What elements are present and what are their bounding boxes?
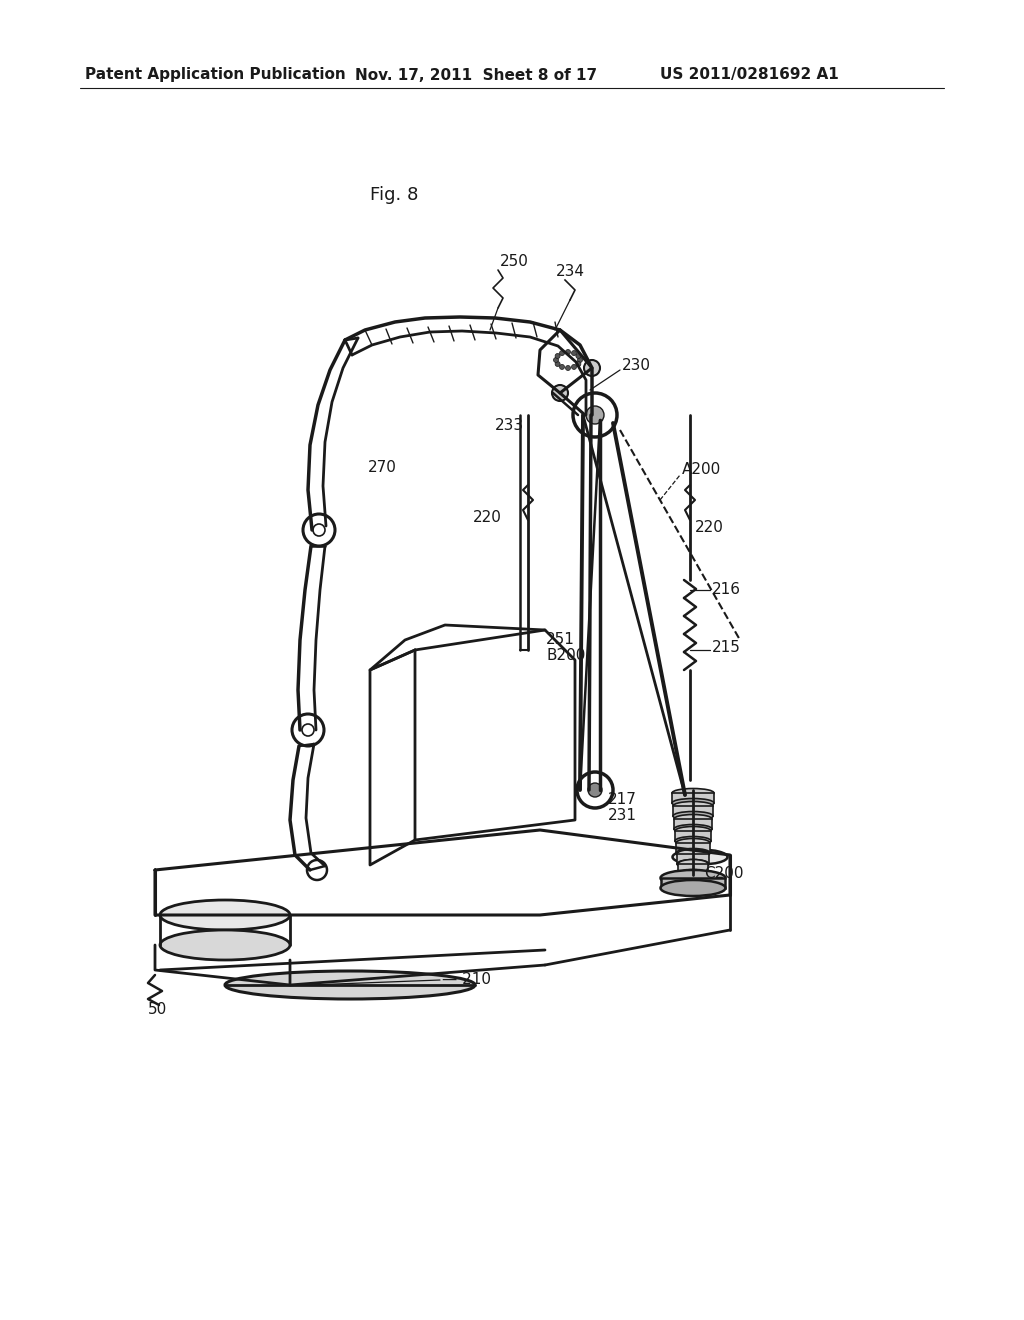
- Text: C200: C200: [705, 866, 743, 880]
- Circle shape: [565, 366, 570, 371]
- Circle shape: [578, 358, 583, 363]
- Ellipse shape: [676, 849, 710, 858]
- Ellipse shape: [674, 814, 712, 824]
- Ellipse shape: [660, 870, 725, 886]
- Text: — 210: — 210: [442, 973, 490, 987]
- Ellipse shape: [673, 812, 713, 821]
- Circle shape: [575, 362, 581, 367]
- Bar: [674, 818, 712, 829]
- Circle shape: [573, 393, 617, 437]
- Text: 50: 50: [148, 1002, 167, 1018]
- Text: 220: 220: [473, 511, 502, 525]
- Ellipse shape: [678, 859, 708, 869]
- Bar: [673, 807, 713, 816]
- Text: 220: 220: [695, 520, 724, 536]
- Text: 231: 231: [608, 808, 637, 822]
- Ellipse shape: [660, 880, 725, 896]
- Ellipse shape: [675, 826, 711, 836]
- Bar: [672, 793, 714, 803]
- Text: US 2011/0281692 A1: US 2011/0281692 A1: [660, 67, 839, 82]
- Text: Fig. 8: Fig. 8: [370, 186, 419, 205]
- Circle shape: [571, 364, 577, 370]
- Circle shape: [555, 354, 560, 359]
- Bar: [662, 878, 725, 888]
- Circle shape: [292, 714, 324, 746]
- Ellipse shape: [677, 850, 709, 858]
- Ellipse shape: [672, 788, 714, 797]
- Circle shape: [584, 360, 600, 376]
- Circle shape: [559, 364, 564, 370]
- Circle shape: [586, 407, 604, 424]
- Ellipse shape: [675, 837, 711, 846]
- Ellipse shape: [160, 931, 290, 960]
- Circle shape: [577, 772, 613, 808]
- Ellipse shape: [160, 900, 290, 931]
- Circle shape: [575, 354, 581, 359]
- Ellipse shape: [676, 838, 710, 847]
- Text: Patent Application Publication: Patent Application Publication: [85, 67, 346, 82]
- Bar: [678, 865, 708, 874]
- Ellipse shape: [673, 850, 727, 865]
- Text: 250: 250: [500, 255, 528, 269]
- Ellipse shape: [678, 870, 708, 879]
- Text: 233: 233: [495, 417, 524, 433]
- Circle shape: [559, 351, 564, 355]
- Ellipse shape: [674, 825, 712, 833]
- Text: 216: 216: [712, 582, 741, 598]
- Circle shape: [571, 351, 577, 355]
- Ellipse shape: [672, 799, 714, 808]
- Ellipse shape: [673, 801, 713, 810]
- Circle shape: [565, 350, 570, 355]
- Circle shape: [552, 385, 568, 401]
- Bar: [676, 843, 710, 853]
- Text: Nov. 17, 2011  Sheet 8 of 17: Nov. 17, 2011 Sheet 8 of 17: [355, 67, 597, 82]
- Circle shape: [554, 358, 558, 363]
- Circle shape: [588, 783, 602, 797]
- Text: 270: 270: [368, 461, 397, 475]
- Ellipse shape: [225, 972, 475, 999]
- Text: 234: 234: [556, 264, 585, 280]
- Text: 230: 230: [622, 358, 651, 372]
- Text: 217: 217: [608, 792, 637, 808]
- Bar: [675, 832, 711, 841]
- Ellipse shape: [677, 859, 709, 869]
- Text: 251: 251: [546, 632, 574, 648]
- Text: B200: B200: [546, 648, 586, 663]
- Circle shape: [555, 362, 560, 367]
- Circle shape: [303, 513, 335, 546]
- Circle shape: [307, 861, 327, 880]
- Bar: [677, 854, 709, 865]
- Text: A200: A200: [682, 462, 721, 478]
- Text: 215: 215: [712, 640, 741, 656]
